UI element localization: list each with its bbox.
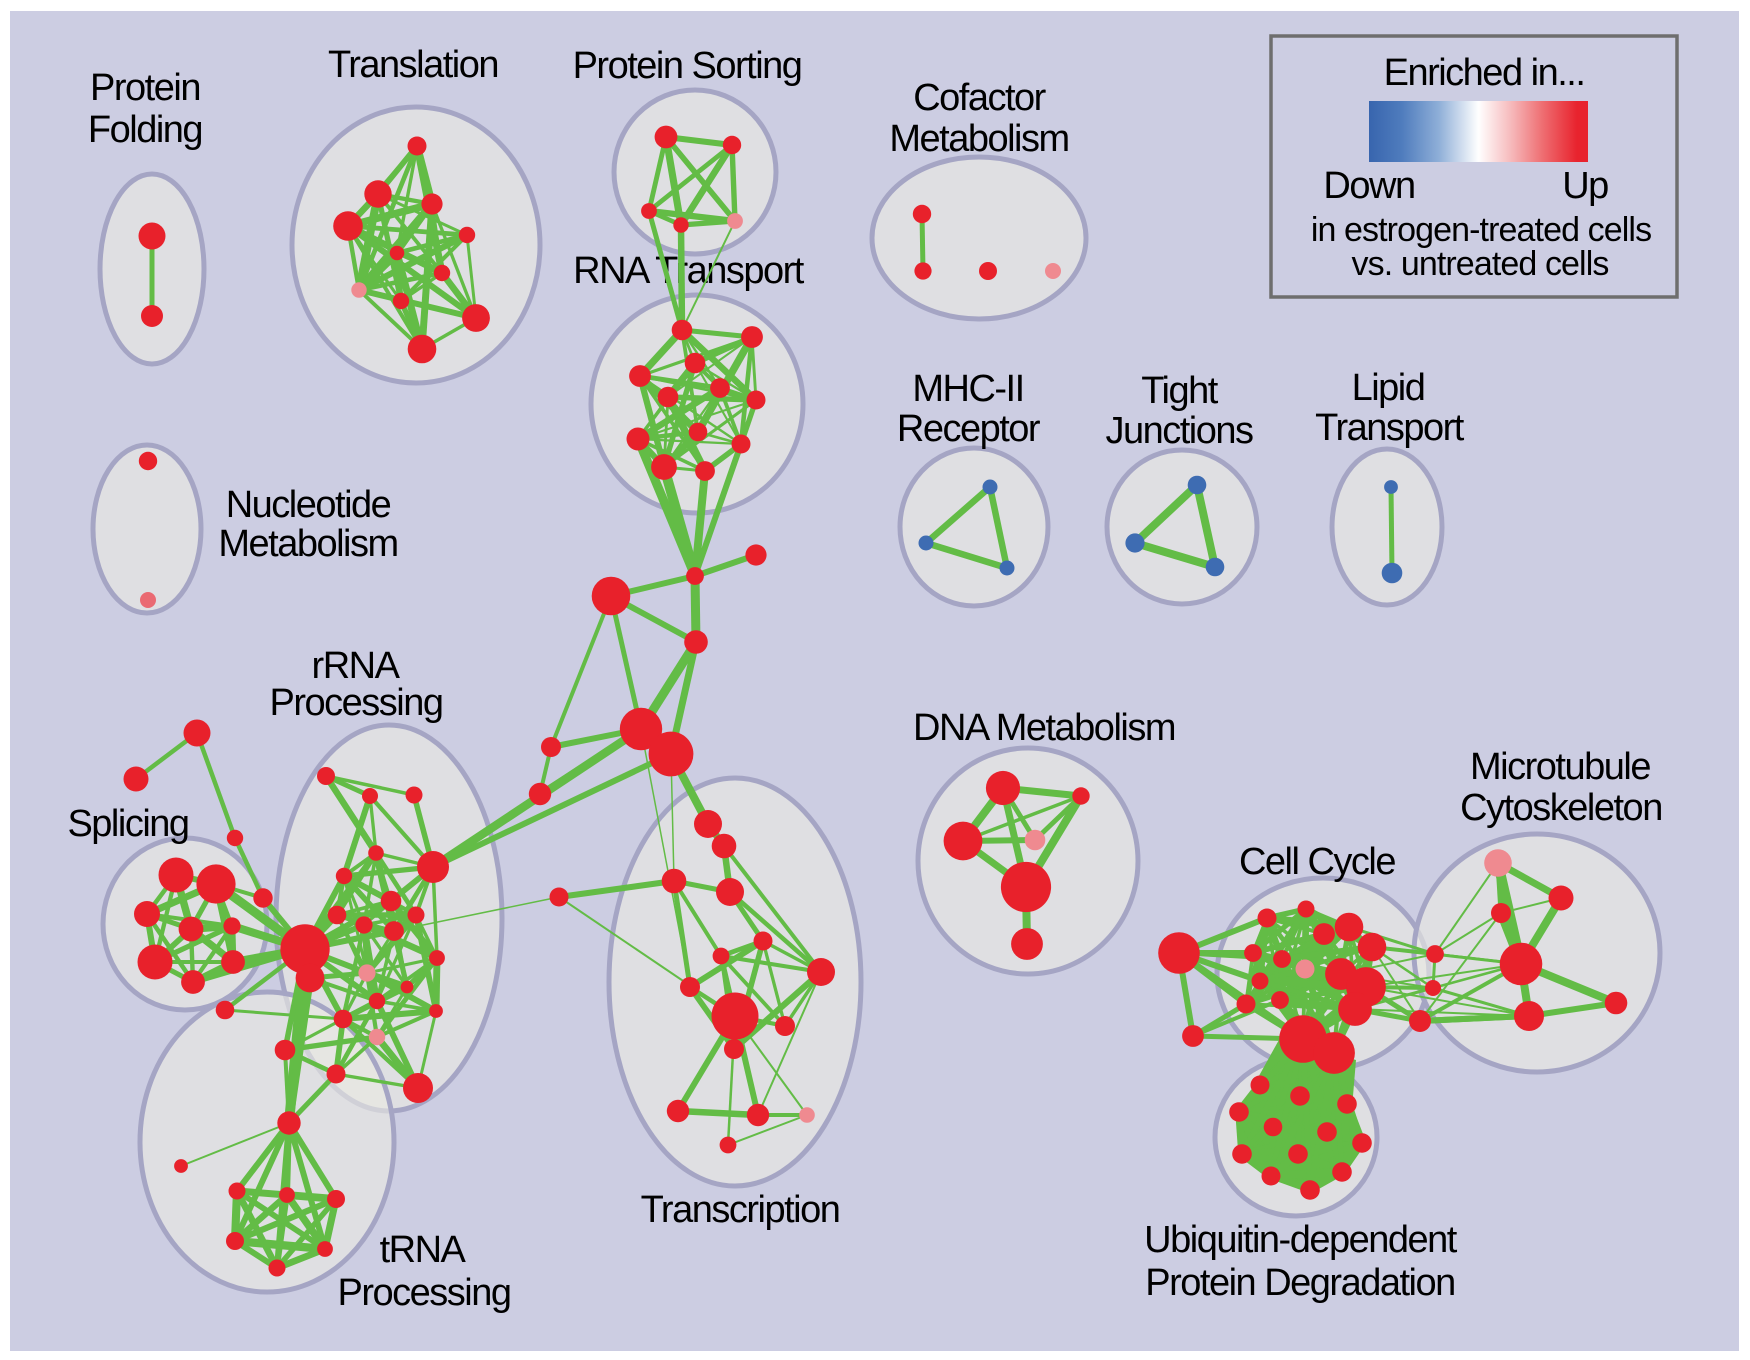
svg-text:tRNA: tRNA [380,1229,467,1271]
svg-text:Up: Up [1562,165,1608,207]
svg-text:Translation: Translation [328,44,498,86]
svg-text:Junctions: Junctions [1105,410,1253,452]
svg-text:Metabolism: Metabolism [218,523,397,565]
svg-text:vs. untreated cells: vs. untreated cells [1352,245,1609,283]
svg-text:Cofactor: Cofactor [913,77,1046,119]
svg-text:Transport: Transport [1315,407,1465,449]
svg-text:Lipid: Lipid [1352,367,1425,409]
svg-text:Protein Sorting: Protein Sorting [573,45,802,87]
svg-text:Ubiquitin-dependent: Ubiquitin-dependent [1144,1219,1458,1261]
svg-text:MHC-II: MHC-II [912,368,1023,410]
svg-text:Processing: Processing [270,682,443,724]
svg-text:Receptor: Receptor [897,408,1041,450]
svg-text:Protein Degradation: Protein Degradation [1145,1262,1455,1304]
svg-text:Tight: Tight [1141,370,1219,412]
svg-text:DNA Metabolism: DNA Metabolism [913,707,1175,749]
svg-text:Enriched in...: Enriched in... [1384,52,1585,94]
svg-text:RNA Transport: RNA Transport [573,250,805,292]
svg-text:in estrogen-treated cells: in estrogen-treated cells [1311,211,1651,249]
svg-text:Folding: Folding [88,109,202,151]
svg-text:Down: Down [1323,165,1414,207]
svg-text:Transcription: Transcription [641,1189,840,1231]
svg-text:Cytoskeleton: Cytoskeleton [1460,787,1662,829]
svg-text:Cell Cycle: Cell Cycle [1239,841,1395,883]
svg-text:rRNA: rRNA [312,645,401,687]
svg-text:Metabolism: Metabolism [889,118,1068,160]
svg-text:Processing: Processing [338,1272,511,1314]
svg-text:Nucleotide: Nucleotide [226,484,391,526]
svg-text:Microtubule: Microtubule [1470,746,1650,788]
svg-text:Protein: Protein [90,67,200,109]
svg-text:Splicing: Splicing [67,803,188,845]
